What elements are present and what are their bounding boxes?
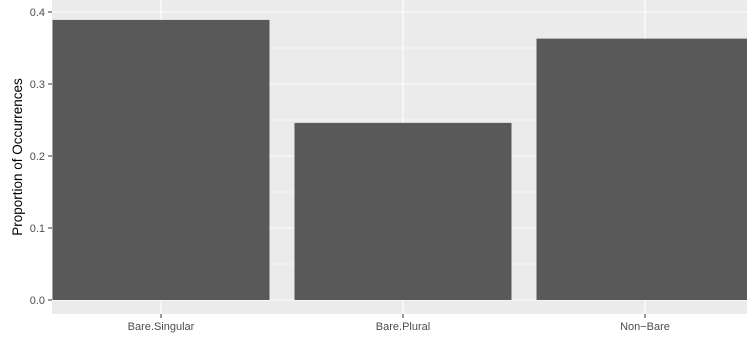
y-axis-title: Proportion of Occurrences [10,78,25,236]
bars [52,19,747,300]
bar-1 [52,19,270,300]
y-tick-label: 0.4 [30,7,45,19]
y-tick-label: 0.3 [30,79,45,91]
bar-3 [536,38,747,300]
x-tick-label: Bare.Plural [376,321,430,333]
x-tick-label: Bare.Singular [128,321,195,333]
y-tick-label: 0.0 [30,295,45,307]
x-axis: Bare.Singular Bare.Plural Non−Bare [128,314,670,333]
y-tick-label: 0.2 [30,151,45,163]
x-tick-label: Non−Bare [620,321,670,333]
y-axis: 0.0 0.1 0.2 0.3 0.4 [30,7,52,307]
y-tick-label: 0.1 [30,223,45,235]
bar-2 [294,122,512,300]
